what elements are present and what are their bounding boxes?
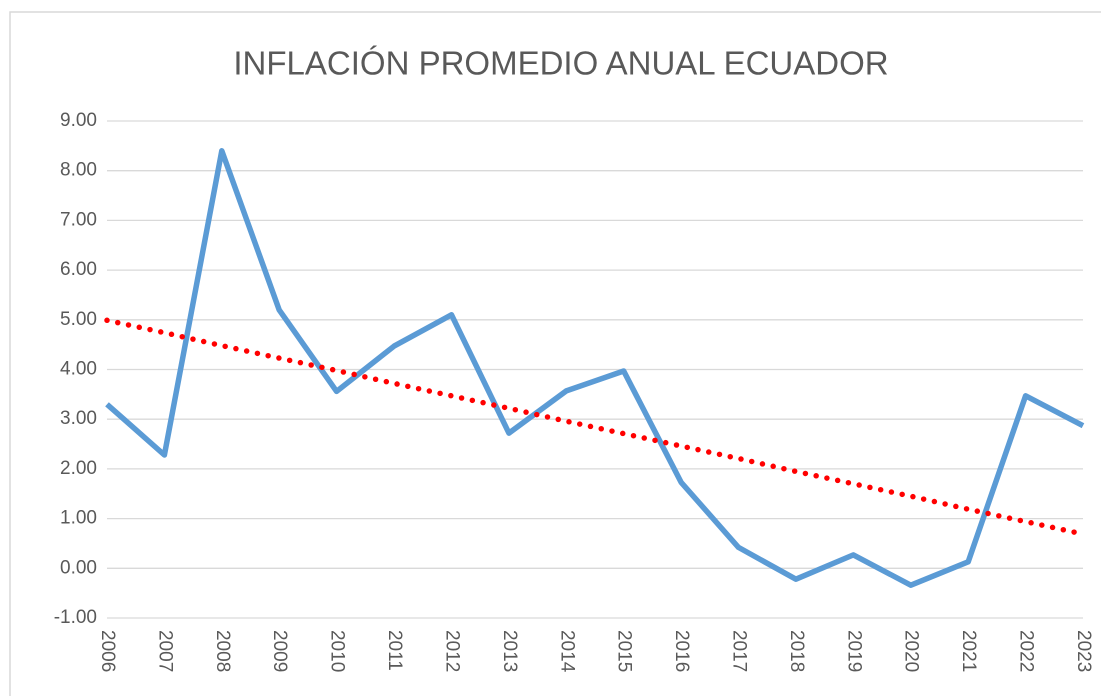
y-tick-label: 0.00 bbox=[60, 557, 97, 578]
chart-frame bbox=[9, 11, 1101, 696]
x-tick-label: 2021 bbox=[958, 630, 979, 672]
data-line bbox=[105, 148, 1085, 588]
y-tick-label: 3.00 bbox=[60, 408, 97, 429]
y-tick-label: 7.00 bbox=[60, 209, 97, 230]
trend-line bbox=[104, 317, 1086, 537]
x-tick-label: 2008 bbox=[212, 630, 233, 672]
x-tick-label: 2019 bbox=[843, 630, 864, 672]
x-tick-label: 2007 bbox=[154, 630, 175, 672]
x-tick-label: 2013 bbox=[499, 630, 520, 672]
y-tick-label: 5.00 bbox=[60, 309, 97, 330]
x-tick-label: 2006 bbox=[97, 630, 118, 672]
x-tick-label: 2016 bbox=[671, 630, 692, 672]
y-tick-label: 2.00 bbox=[60, 458, 97, 479]
y-tick-label: 6.00 bbox=[60, 259, 97, 280]
chart-title: INFLACIÓN PROMEDIO ANUAL ECUADOR bbox=[233, 45, 888, 82]
y-tick-label: 9.00 bbox=[60, 110, 97, 131]
y-tick-label: 4.00 bbox=[60, 359, 97, 380]
x-tick-label: 2014 bbox=[556, 630, 577, 673]
x-tick-label: 2012 bbox=[441, 630, 462, 672]
y-tick-label: -1.00 bbox=[54, 607, 97, 628]
y-tick-label: 1.00 bbox=[60, 508, 97, 529]
x-tick-label: 2022 bbox=[1016, 630, 1037, 672]
x-tick-label: 2017 bbox=[729, 630, 750, 672]
x-tick-label: 2023 bbox=[1073, 630, 1094, 672]
x-tick-label: 2011 bbox=[384, 630, 405, 671]
y-tick-label: 8.00 bbox=[60, 160, 97, 181]
x-tick-label: 2018 bbox=[786, 630, 807, 672]
x-tick-label: 2015 bbox=[614, 630, 635, 672]
x-tick-label: 2009 bbox=[269, 630, 290, 672]
x-tick-label: 2010 bbox=[327, 630, 348, 672]
x-tick-label: 2020 bbox=[901, 630, 922, 672]
